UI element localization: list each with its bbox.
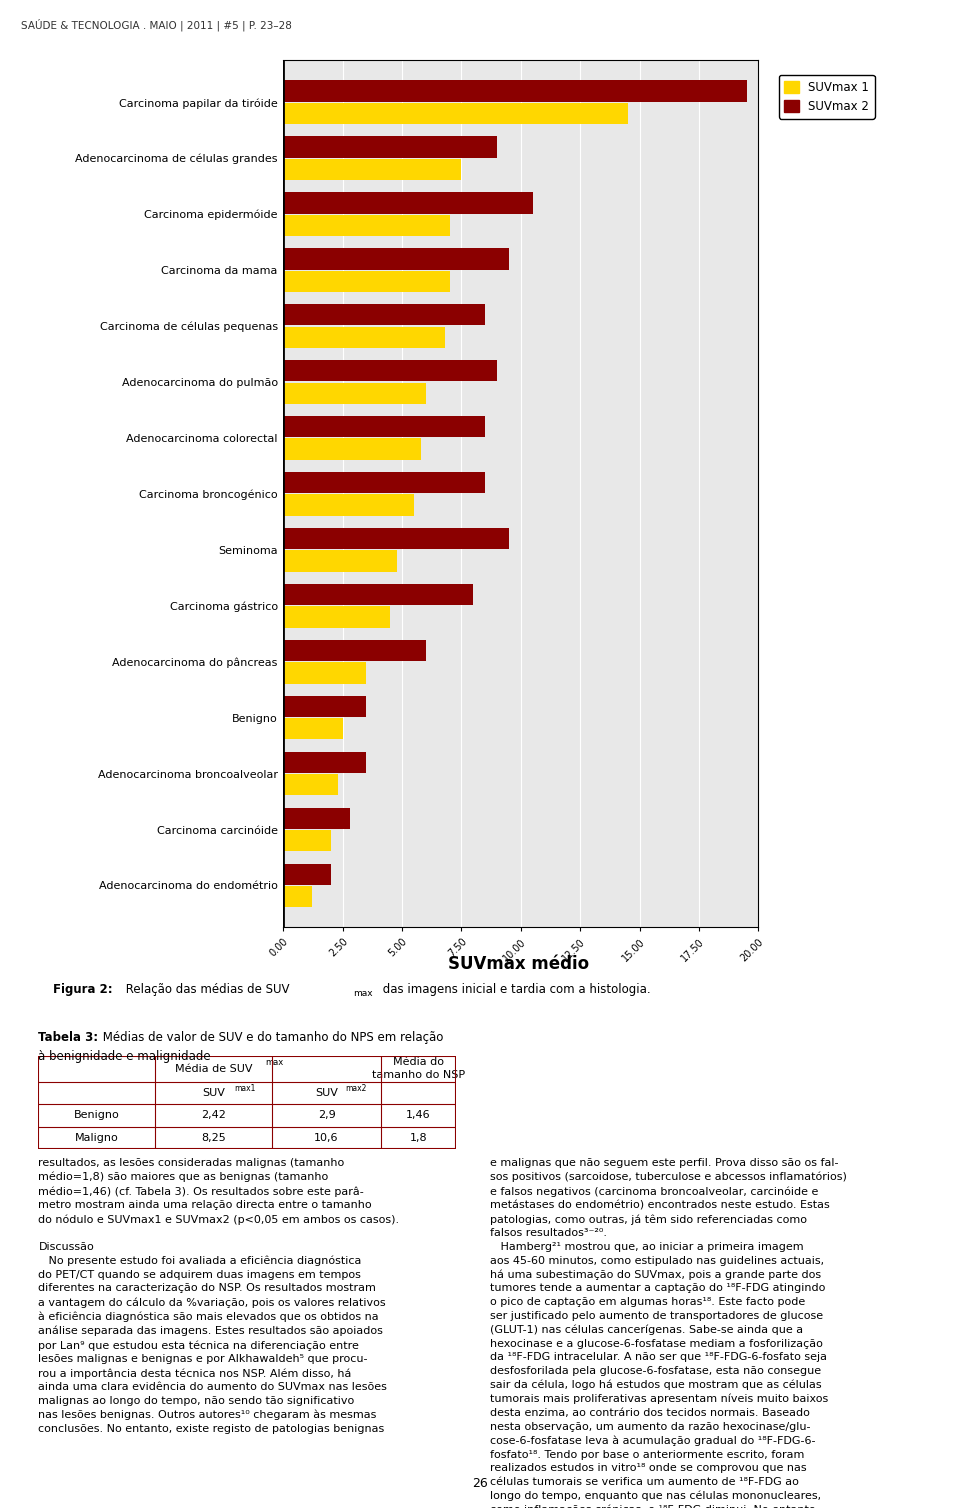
Bar [283,472,485,493]
Bar [283,416,485,437]
Text: max: max [353,989,372,998]
Text: SUV: SUV [315,1087,338,1098]
Bar [283,193,533,214]
Bar [283,214,449,235]
Text: 1,46: 1,46 [406,1110,431,1120]
Text: 8,25: 8,25 [202,1133,227,1143]
Bar [283,662,367,683]
Text: à benignidade e malignidade: à benignidade e malignidade [38,1050,211,1063]
Bar [283,752,367,774]
Bar [283,80,747,101]
Bar [283,829,330,852]
Bar [283,305,485,326]
Text: SAÚDE & TECNOLOGIA . MAIO | 2011 | #5 | P. 23–28: SAÚDE & TECNOLOGIA . MAIO | 2011 | #5 | … [21,18,292,32]
Bar [283,864,330,885]
Bar [283,528,509,549]
Legend: SUVmax 1, SUVmax 2: SUVmax 1, SUVmax 2 [779,75,875,119]
Text: das imagens inicial e tardia com a histologia.: das imagens inicial e tardia com a histo… [379,983,651,997]
Bar [283,584,473,605]
Text: SUVmax médio: SUVmax médio [447,955,589,973]
Text: Maligno: Maligno [75,1133,119,1143]
Text: 2,9: 2,9 [318,1110,335,1120]
Bar [283,270,449,293]
Text: 2,42: 2,42 [202,1110,227,1120]
Text: Figura 2:: Figura 2: [53,983,112,997]
Text: max: max [265,1057,283,1066]
Bar [283,439,421,460]
Bar [283,718,343,739]
Text: Média do
tamanho do NSP: Média do tamanho do NSP [372,1057,465,1080]
Bar [283,360,497,382]
Bar [283,808,349,829]
Bar [283,249,509,270]
Bar [283,158,462,179]
Text: Relação das médias de SUV: Relação das médias de SUV [122,983,289,997]
Text: 10,6: 10,6 [314,1133,339,1143]
Text: resultados, as lesões consideradas malignas (tamanho
médio=1,8) são maiores que : resultados, as lesões consideradas malig… [38,1158,399,1434]
Bar [283,606,390,627]
Text: e malignas que não seguem este perfil. Prova disso são os fal-
sos positivos (sa: e malignas que não seguem este perfil. P… [490,1158,851,1508]
Text: max1: max1 [234,1084,256,1093]
Bar [283,383,426,404]
Bar [283,103,628,124]
Bar [283,639,426,661]
Bar [283,695,367,718]
Bar [283,136,497,158]
Text: 26: 26 [472,1476,488,1490]
Bar [283,495,414,516]
Text: Benigno: Benigno [74,1110,120,1120]
Text: Tabela 3:: Tabela 3: [38,1031,99,1045]
Text: Média de SUV: Média de SUV [175,1063,252,1074]
Text: SUV: SUV [203,1087,226,1098]
Bar [283,887,312,908]
Text: Médias de valor de SUV e do tamanho do NPS em relação: Médias de valor de SUV e do tamanho do N… [99,1031,444,1045]
Bar [283,550,397,572]
Text: max2: max2 [346,1084,367,1093]
Bar [283,774,338,795]
Bar [283,327,444,348]
Text: 1,8: 1,8 [410,1133,427,1143]
